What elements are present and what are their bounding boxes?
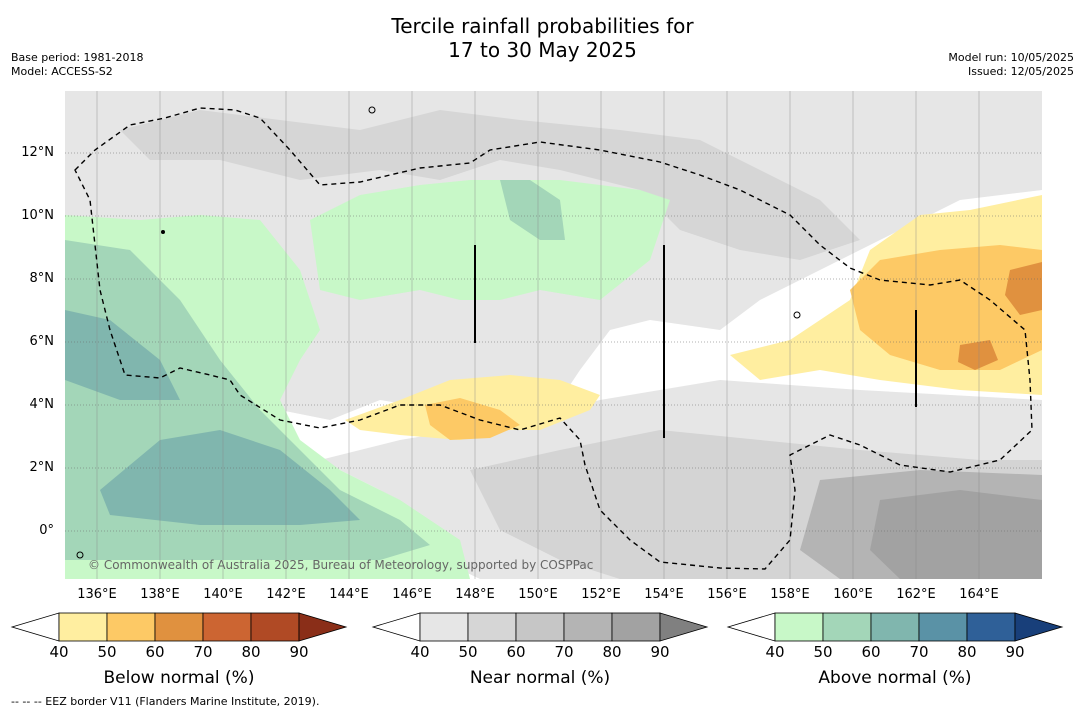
lon-gridlines (96, 91, 980, 579)
cbar-tick: 60 (145, 643, 165, 661)
cbar-near-seg (467, 612, 517, 642)
lon-label: 158°E (770, 587, 810, 602)
cbar-tick: 70 (554, 643, 574, 661)
lon-label: 152°E (581, 587, 621, 602)
cbar-tick: 80 (602, 643, 622, 661)
base-period: Base period: 1981-2018 (11, 51, 144, 64)
model-name: Model: ACCESS-S2 (11, 65, 113, 78)
above-normal-70-west (65, 310, 180, 400)
lon-label: 156°E (707, 587, 747, 602)
meta-left: Base period: 1981-2018 Model: ACCESS-S2 (11, 51, 143, 79)
map-title: Tercile rainfall probabilities for 17 to… (0, 14, 1085, 62)
cbar-below-seg (202, 612, 252, 642)
lon-label: 138°E (140, 587, 180, 602)
lat-label: 10°N (21, 208, 54, 223)
island-marker (368, 106, 376, 114)
below-normal-60-east (850, 245, 1042, 370)
colorbar-below (10, 612, 348, 642)
near-normal-60-north (120, 110, 860, 260)
lon-label: 160°E (833, 587, 873, 602)
above-normal-60-central (500, 180, 565, 240)
cbar-below-seg (106, 612, 156, 642)
cbar-below-cap-left (10, 612, 60, 642)
cbar-near-cap-right (659, 612, 709, 642)
colorbar-near-title: Near normal (%) (469, 668, 611, 688)
cbar-tick: 60 (506, 643, 526, 661)
lon-label: 136°E (77, 587, 117, 602)
island-marker (793, 311, 801, 319)
cbar-above-seg (870, 612, 920, 642)
cbar-above-seg (918, 612, 968, 642)
colorbar-below-title: Below normal (%) (103, 668, 255, 688)
lon-label: 142°E (266, 587, 306, 602)
lat-label: 2°N (29, 460, 55, 475)
lon-label: 146°E (392, 587, 432, 602)
cbar-tick: 50 (97, 643, 117, 661)
cbar-above-cap-right (1014, 612, 1064, 642)
above-normal-70-south (100, 430, 360, 525)
lat-gridlines (65, 152, 1042, 532)
cbar-tick: 90 (289, 643, 309, 661)
cbar-tick: 80 (241, 643, 261, 661)
title-line-1: Tercile rainfall probabilities for (391, 14, 694, 38)
cbar-below-seg (250, 612, 300, 642)
cbar-near-seg (515, 612, 565, 642)
cbar-tick: 80 (957, 643, 977, 661)
copyright-notice: © Commonwealth of Australia 2025, Bureau… (88, 558, 594, 572)
cbar-below-seg (154, 612, 204, 642)
lat-label: 0° (39, 523, 54, 538)
lon-label: 150°E (518, 587, 558, 602)
lon-label: 148°E (455, 587, 495, 602)
cbar-below-seg (58, 612, 108, 642)
eez-footnote: -- -- -- EEZ border V11 (Flanders Marine… (11, 695, 320, 708)
lon-label: 144°E (329, 587, 369, 602)
lat-label: 8°N (29, 271, 55, 286)
cbar-near-seg (563, 612, 613, 642)
cbar-above-cap-left (726, 612, 776, 642)
cbar-tick: 40 (410, 643, 430, 661)
lat-label: 4°N (29, 397, 55, 412)
cbar-above-seg (822, 612, 872, 642)
cbar-above-seg (966, 612, 1016, 642)
island-marker (161, 230, 165, 234)
lat-label: 12°N (21, 145, 54, 160)
cbar-tick: 90 (650, 643, 670, 661)
colorbar-above (726, 612, 1064, 642)
lon-label: 164°E (959, 587, 999, 602)
lat-label: 6°N (29, 334, 55, 349)
colorbar-above-title: Above normal (%) (818, 668, 972, 688)
island-marker (76, 551, 84, 559)
cbar-tick: 40 (49, 643, 69, 661)
cbar-near-seg (419, 612, 469, 642)
lon-label: 154°E (644, 587, 684, 602)
cbar-tick: 50 (813, 643, 833, 661)
model-run: Model run: 10/05/2025 (948, 51, 1074, 64)
near-normal-80-south (870, 490, 1042, 579)
cbar-below-cap-right (298, 612, 348, 642)
cbar-near-cap-left (371, 612, 421, 642)
eez-border (74, 107, 1033, 570)
cbar-tick: 70 (193, 643, 213, 661)
meta-right: Model run: 10/05/2025 Issued: 12/05/2025 (948, 51, 1074, 79)
lon-label: 162°E (896, 587, 936, 602)
cbar-near-seg (611, 612, 661, 642)
cbar-tick: 50 (458, 643, 478, 661)
cbar-above-seg (774, 612, 824, 642)
above-normal-50-central (310, 180, 670, 300)
cbar-tick: 90 (1005, 643, 1025, 661)
cbar-tick: 70 (909, 643, 929, 661)
issued-date: Issued: 12/05/2025 (967, 65, 1074, 78)
lon-label: 140°E (203, 587, 243, 602)
colorbar-near (371, 612, 709, 642)
title-line-2: 17 to 30 May 2025 (448, 38, 637, 62)
below-normal-70-east-2 (958, 340, 998, 370)
map-field (65, 91, 1042, 579)
cbar-tick: 60 (861, 643, 881, 661)
below-normal-70-east (1005, 262, 1042, 315)
cbar-tick: 40 (765, 643, 785, 661)
